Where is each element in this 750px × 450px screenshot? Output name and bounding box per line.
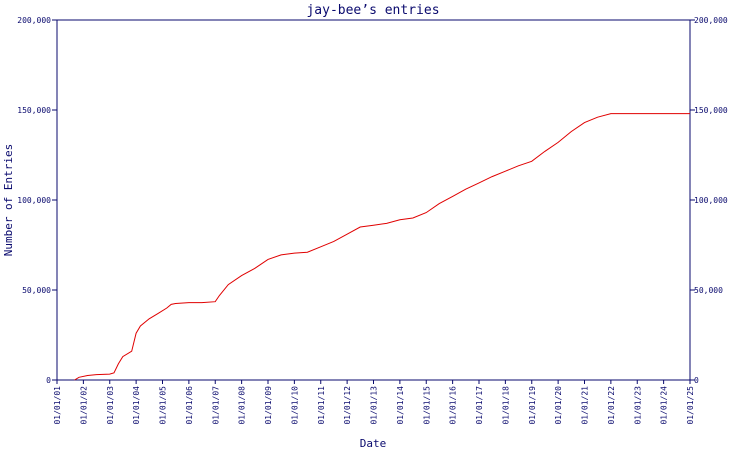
x-tick-label: 01/01/17 (475, 386, 484, 425)
plot-frame (56, 19, 691, 381)
x-tick-label: 01/01/12 (343, 386, 352, 425)
x-tick-label: 01/01/14 (396, 386, 405, 425)
x-axis: 01/01/01 01/01/02 01/01/03 01/01/04 01/01/05… (53, 380, 695, 425)
y-tick-label-right: 100,000 (694, 196, 728, 205)
x-tick-label: 01/01/13 (370, 386, 379, 425)
y-tick-label-right: 50,000 (694, 286, 723, 295)
x-tick-label: 01/01/06 (185, 386, 194, 425)
chart-title: jay-bee’s entries (306, 3, 439, 18)
x-tick-label: 01/01/09 (264, 386, 273, 425)
y-tick-label-left: 200,000 (17, 16, 51, 25)
x-tick-label: 01/01/23 (633, 386, 642, 425)
x-tick-label: 01/01/07 (211, 386, 220, 425)
x-tick-label: 01/01/19 (528, 386, 537, 425)
y-tick-label-left: 50,000 (22, 286, 51, 295)
y-tick-label-left: 0 (46, 376, 51, 385)
x-tick-label: 01/01/15 (422, 386, 431, 425)
y-axis-left: 0 50,000 100,000 150,000 200,000 (17, 16, 57, 385)
x-tick-label: 01/01/10 (290, 386, 299, 425)
x-tick-label: 01/01/20 (554, 386, 563, 425)
y-tick-label-left: 150,000 (17, 106, 51, 115)
x-tick-label: 01/01/18 (501, 386, 510, 425)
x-tick-label: 01/01/03 (106, 386, 115, 425)
x-tick-label: 01/01/21 (581, 386, 590, 425)
y-axis-right: 0 50,000 100,000 150,000 200,000 (690, 16, 728, 385)
x-tick-label: 01/01/02 (79, 386, 88, 425)
x-tick-label: 01/01/01 (53, 386, 62, 425)
x-tick-label: 01/01/04 (132, 386, 141, 425)
x-tick-label: 01/01/08 (238, 386, 247, 425)
series-group (74, 113, 690, 381)
x-tick-label: 01/01/24 (660, 386, 669, 425)
x-tick-label: 01/01/11 (317, 386, 326, 425)
y-tick-label-right: 150,000 (694, 106, 728, 115)
y-tick-label-right: 200,000 (694, 16, 728, 25)
x-tick-label: 01/01/05 (159, 386, 168, 425)
series-line (74, 113, 690, 381)
x-tick-label: 01/01/25 (686, 386, 695, 425)
y-tick-label-right: 0 (694, 376, 699, 385)
y-axis-label: Number of Entries (2, 144, 15, 257)
x-tick-label: 01/01/22 (607, 386, 616, 425)
x-axis-label: Date (360, 437, 387, 450)
y-tick-label-left: 100,000 (17, 196, 51, 205)
x-tick-label: 01/01/16 (449, 386, 458, 425)
